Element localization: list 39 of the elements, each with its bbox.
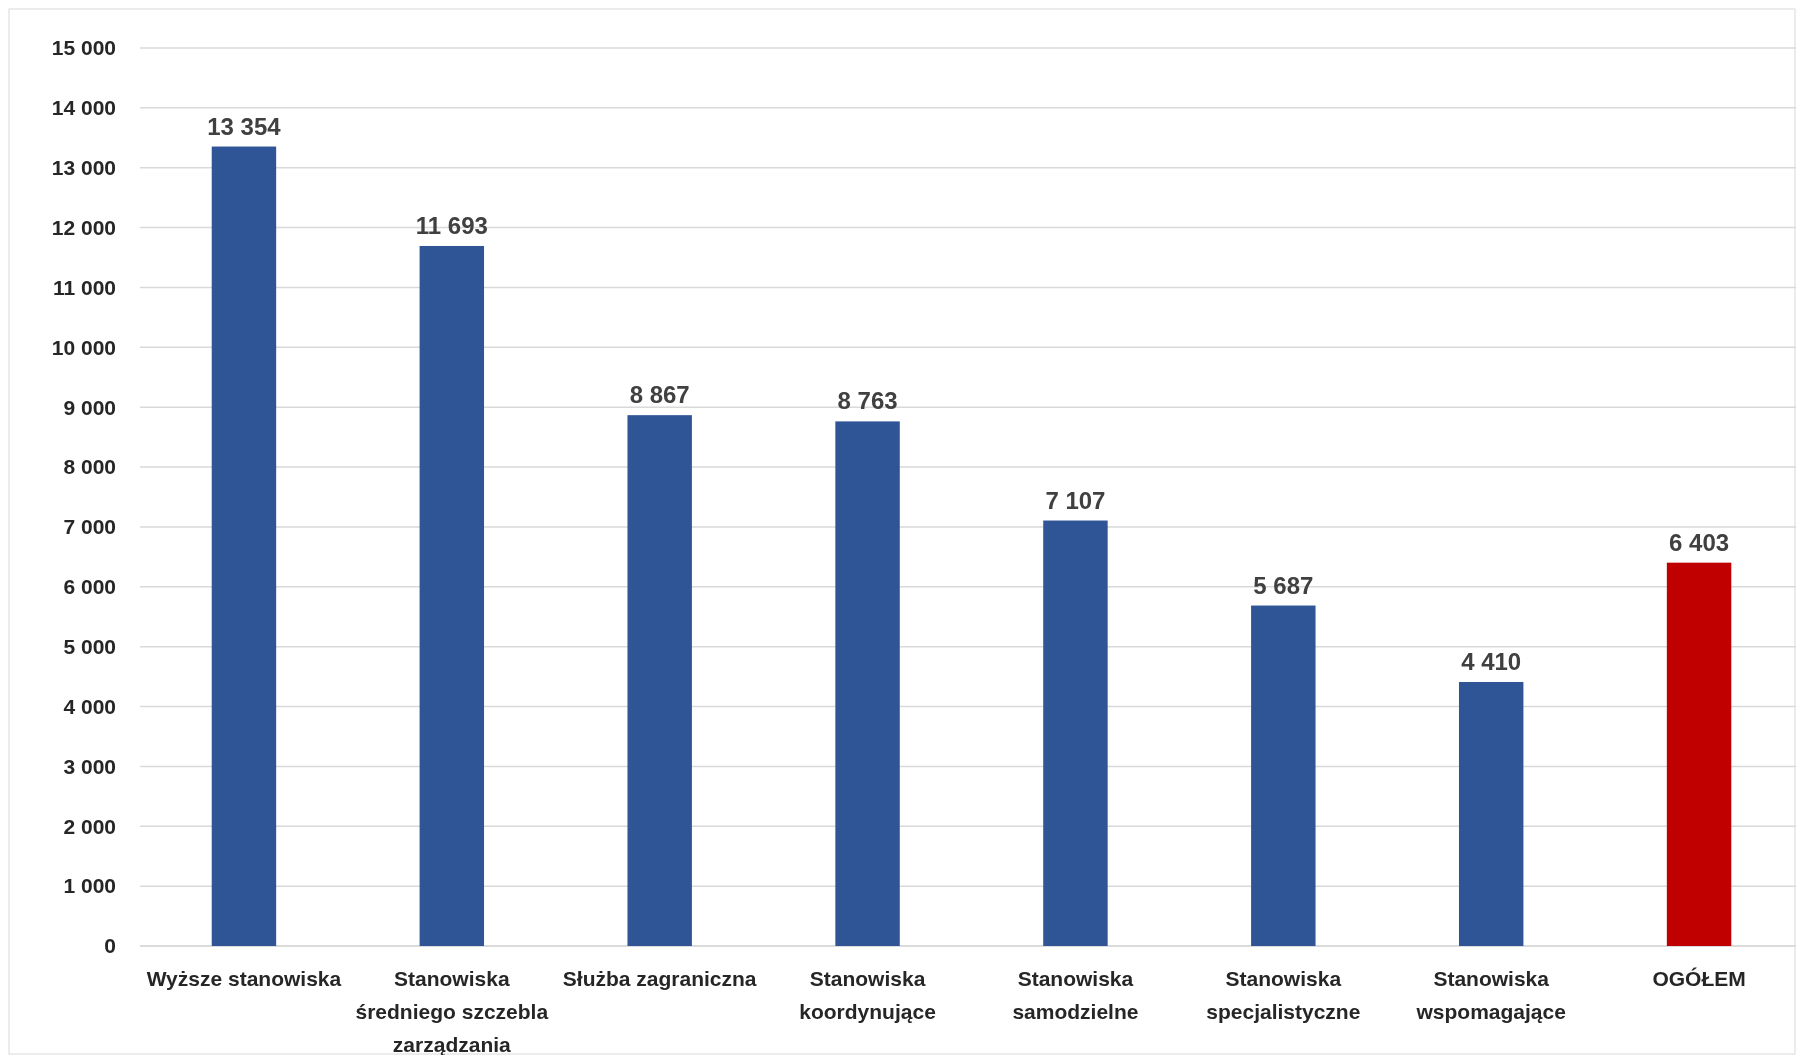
- y-tick-label: 0: [104, 934, 116, 958]
- x-tick-label: Służba zagraniczna: [562, 967, 757, 990]
- y-tick-label: 3 000: [63, 754, 116, 778]
- bar: [419, 245, 485, 946]
- data-label: 5 687: [1253, 571, 1314, 599]
- x-tick-label: Stanowiska samodzielne: [1012, 967, 1139, 1023]
- y-tick-label: 13 000: [51, 156, 116, 180]
- bar: [211, 146, 277, 946]
- data-label: 13 354: [207, 112, 282, 140]
- data-label: 6 403: [1669, 528, 1730, 556]
- y-tick-label: 12 000: [51, 215, 116, 239]
- y-tick-label: 10 000: [51, 335, 116, 359]
- y-tick-label: 6 000: [63, 575, 116, 599]
- y-tick-label: 14 000: [51, 96, 116, 120]
- y-tick-label: 4 000: [63, 694, 116, 718]
- x-tick-label: OGÓŁEM: [1652, 967, 1746, 990]
- y-tick-label: 15 000: [51, 36, 116, 60]
- data-label: 8 867: [629, 381, 690, 409]
- data-label: 7 107: [1045, 486, 1106, 514]
- y-tick-label: 2 000: [63, 814, 116, 838]
- bar: [1666, 562, 1732, 946]
- x-tick-label: Stanowiska specjalistyczne: [1206, 967, 1361, 1023]
- data-label: 11 693: [415, 211, 488, 239]
- y-tick-label: 1 000: [63, 874, 116, 898]
- y-tick-label: 8 000: [63, 455, 116, 479]
- bar: [1251, 605, 1316, 946]
- bar: [1043, 520, 1108, 946]
- y-tick-label: 9 000: [63, 395, 116, 419]
- x-tick-label: Stanowiska koordynujące: [799, 967, 936, 1023]
- bar: [627, 415, 692, 946]
- bar: [1458, 681, 1524, 946]
- data-label: 8 763: [837, 387, 898, 415]
- bar: [835, 421, 900, 946]
- y-tick-label: 7 000: [63, 515, 116, 539]
- data-label: 4 410: [1461, 647, 1522, 675]
- x-tick-label: Wyższe stanowiska: [146, 967, 342, 990]
- y-tick-label: 5 000: [63, 635, 116, 659]
- y-tick-label: 11 000: [52, 275, 116, 299]
- x-tick-label: Stanowiska wspomagające: [1415, 967, 1566, 1023]
